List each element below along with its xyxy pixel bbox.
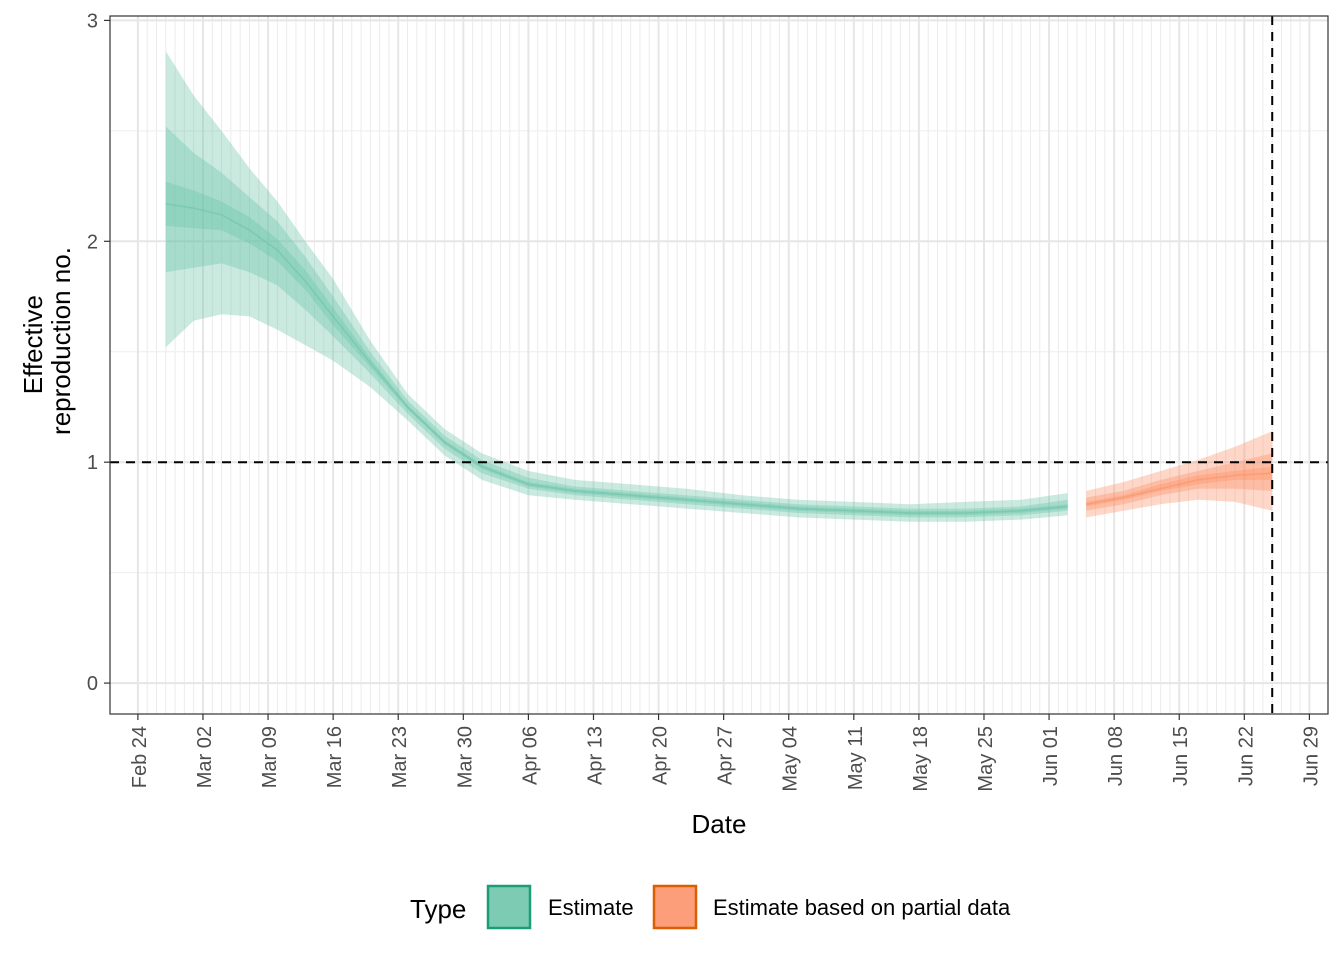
x-tick-label: Jun 01 (1040, 726, 1062, 786)
x-tick-label: May 18 (910, 726, 932, 792)
partial-estimate-ribbon-50 (1086, 453, 1273, 511)
estimate-ribbon-20 (165, 181, 1068, 516)
minor-gridlines (110, 16, 1328, 714)
x-tick-label: Jun 15 (1170, 726, 1192, 786)
x-tick-label: Mar 16 (324, 726, 346, 788)
x-tick-label: Mar 30 (454, 726, 476, 788)
x-axis: Feb 24 Mar 02 Mar 09 Mar 16 Mar 23 Mar 30 Apr … (129, 714, 1322, 792)
legend-title: Type (410, 894, 466, 924)
x-tick-label: Apr 20 (650, 726, 672, 785)
x-axis-title: Date (692, 809, 747, 839)
y-tick-label: 0 (87, 673, 98, 695)
major-gridlines (110, 16, 1328, 714)
estimate-ribbon-90 (165, 51, 1068, 522)
x-tick-label: May 04 (780, 726, 802, 792)
x-tick-label: Mar 02 (194, 726, 216, 788)
x-tick-label: Jun 08 (1105, 726, 1127, 786)
x-tick-label: May 25 (975, 726, 997, 792)
y-tick-label: 1 (87, 452, 98, 474)
y-axis-title: Effective reproduction no. (18, 247, 76, 435)
x-tick-label: May 11 (845, 726, 867, 790)
y-tick-label: 2 (87, 231, 98, 253)
x-tick-label: Apr 27 (715, 726, 737, 785)
legend-label-estimate: Estimate (548, 895, 634, 920)
x-tick-label: Apr 13 (584, 726, 606, 785)
partial-estimate-median-line (1086, 472, 1273, 505)
x-tick-label: Feb 24 (129, 726, 151, 788)
x-tick-label: Mar 09 (259, 726, 281, 788)
y-axis-title-line-1: Effective (18, 295, 48, 394)
estimate-median-line (165, 203, 1068, 514)
y-axis-title-line-2: reproduction no. (46, 247, 76, 435)
x-tick-label: Apr 06 (519, 726, 541, 785)
legend: Type Estimate Estimate based on partial … (410, 884, 1011, 930)
reference-lines (110, 16, 1328, 714)
x-tick-label: Mar 23 (389, 726, 411, 788)
legend-label-partial-estimate: Estimate based on partial data (713, 895, 1011, 920)
estimate-ribbons (165, 51, 1273, 522)
estimate-ribbon-50 (165, 126, 1068, 518)
y-tick-label: 3 (87, 10, 98, 32)
legend-key-partial-estimate (652, 884, 698, 930)
x-tick-label: Jun 29 (1300, 726, 1322, 786)
y-axis: 0 1 2 3 (87, 10, 110, 695)
legend-key-estimate (486, 884, 532, 930)
plot-panel-border (109, 15, 1329, 715)
x-tick-label: Jun 22 (1235, 726, 1257, 786)
